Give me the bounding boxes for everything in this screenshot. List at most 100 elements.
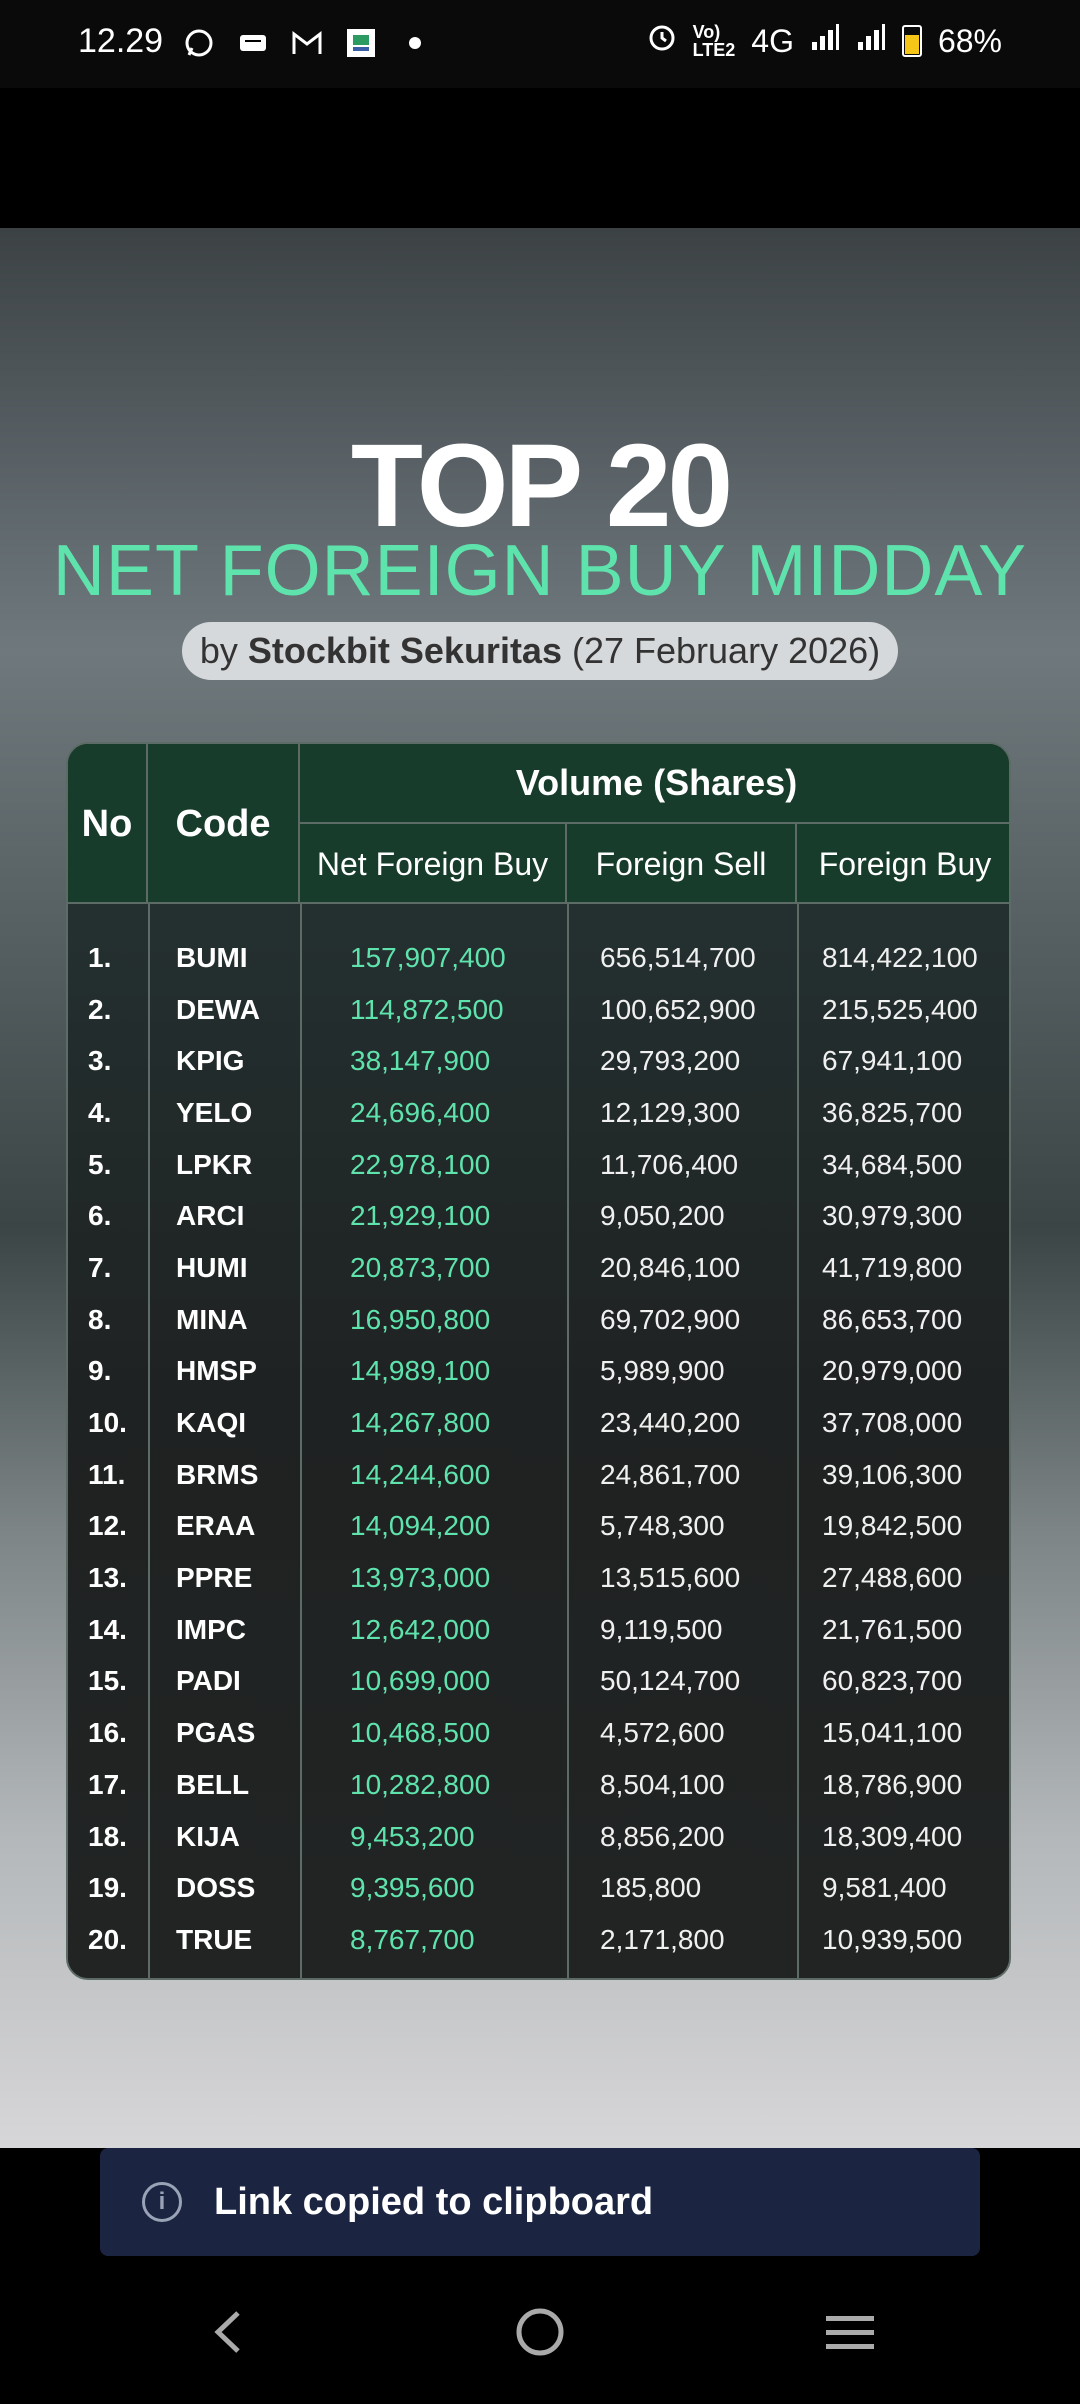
row-number: 14. xyxy=(88,1613,127,1645)
table-row: 15. PADI 10,699,000 50,124,700 60,823,700 xyxy=(68,1656,1009,1708)
foreign-buy-value: 36,825,700 xyxy=(822,1096,963,1128)
stock-code: YELO xyxy=(176,1096,253,1128)
table-row: 2. DEWA 114,872,500 100,652,900 215,525,400 xyxy=(68,984,1009,1036)
row-number: 19. xyxy=(88,1872,127,1904)
back-button[interactable] xyxy=(188,2292,268,2372)
foreign-buy-value: 20,979,000 xyxy=(822,1355,963,1387)
battery-icon xyxy=(901,25,922,57)
recents-icon xyxy=(826,2316,874,2349)
byline-prefix: by xyxy=(199,630,238,671)
row-number: 1. xyxy=(88,941,112,973)
header-no: No xyxy=(68,744,148,904)
byline-pill: by Stockbit Sekuritas (27 February 2026) xyxy=(182,622,898,680)
foreign-sell-value: 656,514,700 xyxy=(600,941,756,973)
row-number: 18. xyxy=(88,1820,127,1852)
foreign-buy-value: 21,761,500 xyxy=(822,1613,963,1645)
table-row: 17. BELL 10,282,800 8,504,100 18,786,900 xyxy=(68,1759,1009,1811)
foreign-buy-value: 19,842,500 xyxy=(822,1510,963,1542)
system-indicators: Vo) LTE2 4G 68% xyxy=(647,22,1002,60)
foreign-sell-value: 5,989,900 xyxy=(600,1355,725,1387)
net-foreign-buy-value: 14,989,100 xyxy=(350,1355,491,1387)
foreign-sell-value: 50,124,700 xyxy=(600,1665,741,1697)
net-foreign-buy-value: 21,929,100 xyxy=(350,1200,491,1232)
table-row: 12. ERAA 14,094,200 5,748,300 19,842,500 xyxy=(68,1501,1009,1553)
home-button[interactable] xyxy=(500,2292,580,2372)
top-band xyxy=(0,88,1080,228)
foreign-buy-value: 215,525,400 xyxy=(822,993,978,1025)
row-number: 6. xyxy=(88,1200,112,1232)
column-divider xyxy=(797,904,799,1978)
table-row: 11. BRMS 14,244,600 24,861,700 39,106,300 xyxy=(68,1449,1009,1501)
net-foreign-buy-value: 114,872,500 xyxy=(350,993,504,1025)
foreign-buy-value: 67,941,100 xyxy=(822,1045,963,1077)
stock-code: LPKR xyxy=(176,1148,253,1180)
foreign-buy-value: 60,823,700 xyxy=(822,1665,963,1697)
net-foreign-buy-value: 9,453,200 xyxy=(350,1820,475,1852)
foreign-buy-value: 86,653,700 xyxy=(822,1303,963,1335)
navigation-bar xyxy=(0,2256,1080,2404)
table-row: 9. HMSP 14,989,100 5,989,900 20,979,000 xyxy=(68,1346,1009,1398)
stock-code: HMSP xyxy=(176,1355,257,1387)
row-number: 15. xyxy=(88,1665,127,1697)
home-icon xyxy=(516,2308,564,2356)
row-number: 4. xyxy=(88,1096,112,1128)
alarm-icon xyxy=(647,22,677,60)
foreign-buy-value: 9,581,400 xyxy=(822,1872,947,1904)
poster-subtitle: NET FOREIGN BUY MIDDAY xyxy=(52,531,1028,611)
signal-icon xyxy=(856,22,886,60)
foreign-sell-value: 24,861,700 xyxy=(600,1458,741,1490)
header-volume: Volume (Shares) xyxy=(300,744,1009,824)
stock-code: BUMI xyxy=(176,941,248,973)
whatsapp-icon xyxy=(182,26,216,60)
foreign-buy-value: 34,684,500 xyxy=(822,1148,963,1180)
foreign-sell-value: 185,800 xyxy=(600,1872,702,1904)
stock-code: BRMS xyxy=(176,1458,259,1490)
foreign-buy-value: 30,979,300 xyxy=(822,1200,963,1232)
net-foreign-buy-value: 14,244,600 xyxy=(350,1458,491,1490)
row-number: 10. xyxy=(88,1407,127,1439)
foreign-buy-value: 18,309,400 xyxy=(822,1820,963,1852)
stock-code: IMPC xyxy=(176,1613,246,1645)
stock-code: HUMI xyxy=(176,1251,248,1283)
table-row: 6. ARCI 21,929,100 9,050,200 30,979,300 xyxy=(68,1190,1009,1242)
column-divider xyxy=(567,904,569,1978)
table-row: 13. PPRE 13,973,000 13,515,600 27,488,600 xyxy=(68,1552,1009,1604)
network-type: 4G xyxy=(751,22,794,59)
foreign-buy-value: 15,041,100 xyxy=(822,1717,963,1749)
row-number: 17. xyxy=(88,1768,127,1800)
table-row: 20. TRUE 8,767,700 2,171,800 10,939,500 xyxy=(68,1914,1009,1966)
table-row: 7. HUMI 20,873,700 20,846,100 41,719,800 xyxy=(68,1242,1009,1294)
net-foreign-buy-value: 10,699,000 xyxy=(350,1665,491,1697)
byline-date: (27 February 2026) xyxy=(571,630,881,671)
table-header: No Code Volume (Shares) Net Foreign Buy … xyxy=(68,744,1009,904)
row-number: 16. xyxy=(88,1717,127,1749)
stock-code: ERAA xyxy=(176,1510,256,1542)
foreign-sell-value: 29,793,200 xyxy=(600,1045,741,1077)
net-foreign-buy-value: 24,696,400 xyxy=(350,1096,491,1128)
foreign-buy-value: 18,786,900 xyxy=(822,1768,963,1800)
net-foreign-buy-value: 12,642,000 xyxy=(350,1613,491,1645)
row-number: 12. xyxy=(88,1510,127,1542)
foreign-sell-value: 4,572,600 xyxy=(600,1717,725,1749)
table-row: 5. LPKR 22,978,100 11,706,400 34,684,500 xyxy=(68,1139,1009,1191)
column-divider xyxy=(148,904,150,1978)
table-row: 19. DOSS 9,395,600 185,800 9,581,400 xyxy=(68,1862,1009,1914)
table-row: 1. BUMI 157,907,400 656,514,700 814,422,100 xyxy=(68,932,1009,984)
recents-button[interactable] xyxy=(810,2292,890,2372)
foreign-buy-value: 39,106,300 xyxy=(822,1458,963,1490)
message-icon xyxy=(236,26,270,60)
foreign-buy-value: 27,488,600 xyxy=(822,1562,963,1594)
row-number: 20. xyxy=(88,1923,127,1955)
foreign-buy-value: 814,422,100 xyxy=(822,941,978,973)
stock-code: BELL xyxy=(176,1768,250,1800)
stock-code: TRUE xyxy=(176,1923,253,1955)
stock-code: DOSS xyxy=(176,1872,256,1904)
net-foreign-buy-value: 10,282,800 xyxy=(350,1768,491,1800)
net-foreign-buy-value: 38,147,900 xyxy=(350,1045,491,1077)
net-foreign-buy-value: 8,767,700 xyxy=(350,1923,475,1955)
stock-code: KAQI xyxy=(176,1407,246,1439)
toast-notification: i Link copied to clipboard xyxy=(100,2148,980,2256)
stock-code: PGAS xyxy=(176,1717,256,1749)
header-foreign-buy: Foreign Buy xyxy=(818,845,992,882)
net-foreign-buy-value: 20,873,700 xyxy=(350,1251,491,1283)
